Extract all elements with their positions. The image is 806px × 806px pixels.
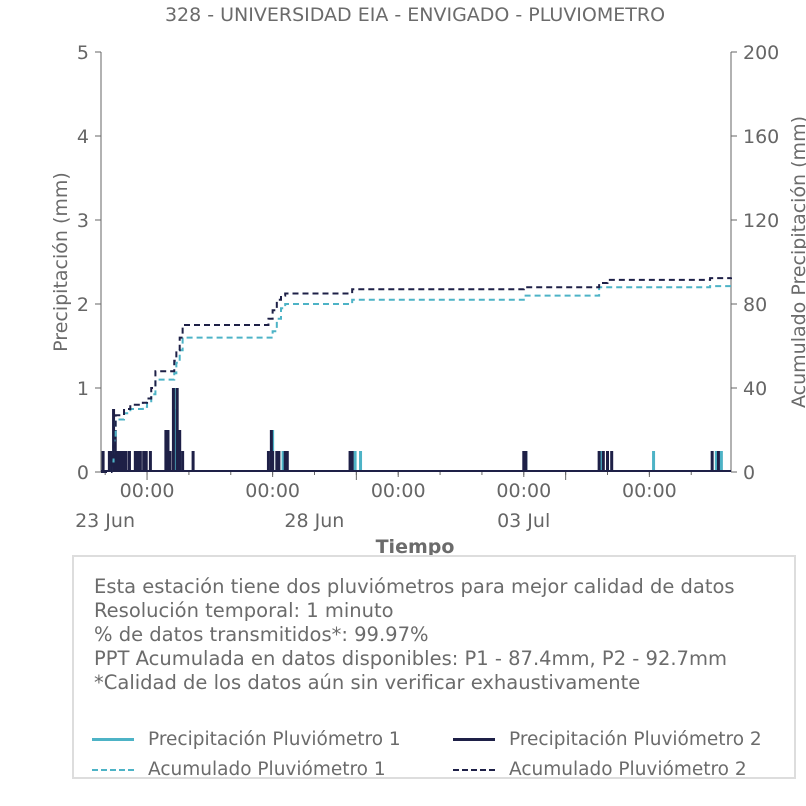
- precip-bar: [652, 451, 656, 472]
- precip-bar: [142, 451, 146, 472]
- y-tick-label-left: 0: [77, 462, 89, 484]
- y-tick-label-left: 2: [77, 294, 89, 316]
- precip-bar: [120, 451, 124, 472]
- y-axis-label-left: Precipitación (mm): [50, 172, 72, 352]
- y-axis-label-right: Acumulado Precipitación (mm): [788, 116, 806, 408]
- chart-legend: Precipitación Pluviómetro 1 Precipitació…: [92, 729, 782, 789]
- precip-bar: [127, 451, 131, 472]
- y-tick-label-left: 5: [77, 42, 89, 64]
- precip-bar: [601, 451, 605, 472]
- y-tick-label-right: 120: [743, 210, 779, 232]
- precip-bar: [597, 451, 601, 472]
- precip-bar: [714, 451, 718, 472]
- station-info: Esta estación tiene dos pluviómetros par…: [94, 575, 735, 695]
- precip-bar: [610, 451, 614, 472]
- precip-bar: [166, 430, 170, 472]
- precip-bar: [164, 430, 168, 472]
- legend-item-precip-p1: Precipitación Pluviómetro 1: [92, 729, 401, 750]
- precip-bar: [277, 451, 281, 472]
- precip-bar: [271, 451, 275, 472]
- legend-label-precip-p2: Precipitación Pluviómetro 2: [509, 729, 762, 750]
- precip-bar: [719, 451, 723, 472]
- info-line-accumulated: PPT Acumulada en datos disponibles: P1 -…: [94, 647, 727, 670]
- y-tick-label-right: 40: [743, 378, 767, 400]
- precip-bar: [606, 451, 610, 472]
- info-line-stations: Esta estación tiene dos pluviómetros par…: [94, 575, 735, 598]
- precip-bar: [171, 388, 175, 472]
- y-tick-label-right: 80: [743, 294, 767, 316]
- precip-bar: [138, 451, 142, 472]
- x-tick-label-date: 03 Jul: [497, 510, 550, 532]
- precip-bar: [178, 430, 182, 472]
- info-line-quality-note: *Calidad de los datos aún sin verificar …: [94, 671, 641, 694]
- y-tick-label-left: 4: [77, 126, 89, 148]
- x-tick-label-time: 00:00: [120, 480, 175, 502]
- x-axis-label: Tiempo: [376, 536, 455, 558]
- legend-item-accum-p1: Acumulado Pluviómetro 1: [92, 759, 386, 780]
- plot-area: 0 1 2 3 4 5 0 40 80 120 160 200 00:00 23 Jun 00:00 28 J…: [75, 42, 779, 532]
- accumulated-line: [101, 277, 732, 473]
- legend-label-accum-p1: Acumulado Pluviómetro 1: [148, 759, 386, 780]
- legend-swatch-accum-p1: [92, 768, 134, 771]
- precip-bar: [136, 451, 140, 472]
- legend-label-accum-p2: Acumulado Pluviómetro 2: [509, 759, 747, 780]
- chart-title: 328 - UNIVERSIDAD EIA - ENVIGADO - PLUVI…: [165, 4, 665, 26]
- x-tick-label-time: 00:00: [622, 480, 677, 502]
- precip-bar: [191, 451, 195, 472]
- y-tick-label-left: 1: [77, 378, 89, 400]
- precip-bar: [285, 451, 289, 472]
- y-tick-label-left: 3: [77, 210, 89, 232]
- legend-swatch-precip-p2: [453, 738, 495, 741]
- info-line-transmitted: % de datos transmitidos*: 99.97%: [94, 623, 429, 646]
- precip-bar: [359, 451, 363, 472]
- precip-bar: [175, 388, 179, 472]
- precip-bar: [710, 451, 714, 472]
- precip-bar: [275, 451, 279, 472]
- precip-bar: [101, 451, 105, 472]
- precip-bar: [522, 451, 526, 472]
- x-tick-label-date: 23 Jun: [75, 510, 135, 532]
- precip-bar: [124, 451, 128, 472]
- precip-bar: [133, 451, 137, 472]
- legend-label-precip-p1: Precipitación Pluviómetro 1: [148, 729, 401, 750]
- precip-bar: [353, 451, 357, 472]
- legend-swatch-accum-p2: [453, 768, 495, 771]
- precip-bar: [122, 451, 126, 472]
- y-tick-label-right: 0: [743, 462, 755, 484]
- precip-bar: [266, 451, 270, 472]
- precip-bar: [283, 451, 287, 472]
- precip-bar: [716, 451, 720, 472]
- precip-bar: [118, 451, 122, 472]
- info-line-resolution: Resolución temporal: 1 minuto: [94, 599, 394, 622]
- x-tick-label-date: 28 Jun: [284, 510, 344, 532]
- precip-bar: [524, 451, 528, 472]
- precip-bar: [181, 451, 185, 472]
- legend-item-accum-p2: Acumulado Pluviómetro 2: [453, 759, 747, 780]
- info-box: Esta estación tiene dos pluviómetros par…: [72, 555, 796, 780]
- precip-bar: [348, 451, 352, 472]
- precip-bar: [116, 451, 120, 472]
- precip-bar: [599, 451, 603, 472]
- x-tick-label-time: 00:00: [496, 480, 551, 502]
- precip-bar: [168, 451, 172, 472]
- precip-bar: [148, 451, 152, 472]
- precip-bar: [350, 451, 354, 472]
- legend-item-precip-p2: Precipitación Pluviómetro 2: [453, 729, 762, 750]
- precip-bar: [144, 451, 148, 472]
- x-tick-label-time: 00:00: [371, 480, 426, 502]
- y-tick-label-right: 160: [743, 126, 779, 148]
- precip-bar: [281, 451, 285, 472]
- accumulated-line: [101, 285, 731, 473]
- y-tick-label-right: 200: [743, 42, 779, 64]
- legend-swatch-precip-p1: [92, 738, 134, 741]
- x-tick-label-time: 00:00: [245, 480, 300, 502]
- precip-bar: [107, 451, 111, 472]
